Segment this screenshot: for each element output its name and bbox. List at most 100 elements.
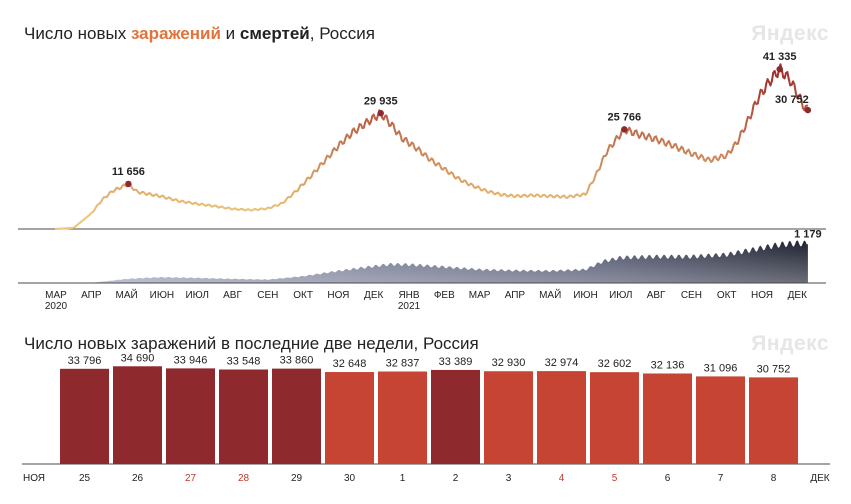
bar-value-label: 33 389 — [439, 356, 473, 368]
bar — [590, 372, 639, 464]
infections-peak-dot — [621, 126, 628, 133]
chart2-yandex-logo: Яндекс — [751, 332, 829, 355]
bar-value-label: 31 096 — [704, 362, 738, 374]
bar-category-label: 26 — [132, 473, 144, 484]
month-start-label: НОЯ — [23, 473, 45, 484]
month-tick-label: ИЮН — [150, 290, 175, 301]
bar-value-label: 32 648 — [333, 358, 367, 370]
month-tick-label: АВГ — [223, 290, 242, 301]
bar-category-label: 8 — [771, 473, 777, 484]
bar-category-label: 27 — [185, 473, 197, 484]
bar-value-label: 32 837 — [386, 358, 420, 370]
chart2-title: Число новых заражений в последние две не… — [24, 334, 479, 353]
bar-value-label: 33 796 — [68, 355, 102, 367]
chart1-title-prefix: Число новых — [24, 24, 131, 43]
bar — [272, 368, 321, 464]
bar-category-label: 6 — [665, 473, 671, 484]
infections-peak-label: 29 935 — [364, 95, 398, 107]
chart1-title-deaths: смертей — [239, 24, 310, 43]
chart1-title: Число новых заражений и смертей, Россия — [24, 24, 375, 44]
month-tick-label: АВГ — [647, 290, 666, 301]
infections-segment — [800, 99, 804, 110]
bar — [643, 373, 692, 464]
bar — [166, 368, 215, 464]
bar-category-label: 30 — [344, 473, 356, 484]
month-tick-label: ФЕВ — [434, 290, 455, 301]
bar-value-label: 33 946 — [174, 354, 208, 366]
bar — [696, 376, 745, 464]
bar-category-label: 29 — [291, 473, 303, 484]
infections-segment — [763, 82, 768, 94]
deaths-area-shade — [56, 240, 808, 283]
bar — [219, 369, 268, 464]
month-tick-label: СЕН — [257, 290, 278, 301]
bar-category-label: 2 — [453, 473, 459, 484]
infections-peak-dot — [377, 110, 384, 117]
month-tick-label: ИЮН — [573, 290, 598, 301]
infections-segment — [793, 83, 797, 95]
bar — [484, 371, 533, 464]
infections-segment — [392, 123, 396, 132]
month-tick-label: ДЕК — [364, 290, 383, 301]
bar-category-label: 7 — [718, 473, 724, 484]
infections-segment — [758, 88, 762, 98]
bar-value-label: 32 974 — [545, 357, 579, 369]
infections-segment — [738, 130, 742, 139]
bar-category-label: 5 — [612, 473, 618, 484]
chart1-timeline: 11 656 29 935 25 766 41 335 30 752 1 179 МАР АП… — [18, 51, 826, 312]
infections-segment — [756, 95, 761, 105]
infections-peak-dot — [776, 65, 783, 73]
bar — [113, 366, 162, 464]
chart1-title-suffix: , Россия — [309, 24, 375, 43]
bar — [378, 371, 427, 464]
month-tick-label: ДЕК — [788, 290, 807, 301]
bar-category-label: 25 — [79, 473, 91, 484]
bar-value-label: 32 602 — [598, 358, 632, 370]
infections-segment — [751, 104, 755, 115]
month-tick-label: ИЮЛ — [185, 290, 208, 301]
month-tick-label: ЯНВ — [398, 290, 419, 301]
month-tick-label: НОЯ — [751, 290, 773, 301]
month-tick-label: АПР — [81, 290, 102, 301]
month-tick-label: ИЮЛ — [609, 290, 632, 301]
month-tick-label: СЕН — [681, 290, 702, 301]
month-tick-label: ОКТ — [293, 290, 313, 301]
month-tick-label: ОКТ — [717, 290, 737, 301]
bar-value-label: 30 752 — [757, 363, 791, 375]
month-tick-label: АПР — [505, 290, 526, 301]
infections-peak-label: 30 752 — [775, 94, 809, 106]
bar-category-label: 4 — [559, 473, 565, 484]
month-tick-label: МАР — [469, 290, 491, 301]
bar — [537, 371, 586, 464]
month-tick-label: МАЙ — [539, 288, 561, 301]
infections-segment — [744, 121, 748, 131]
bar — [60, 368, 109, 464]
bar-value-label: 33 860 — [280, 355, 314, 367]
month-tick-label: НОЯ — [327, 290, 349, 301]
bar-category-label: 1 — [400, 473, 406, 484]
bar-value-label: 32 930 — [492, 357, 526, 369]
month-tick-label: МАЙ — [116, 288, 138, 301]
infections-segment — [600, 158, 604, 166]
year-tick-label: 2020 — [45, 301, 68, 312]
infections-peak-label: 25 766 — [608, 111, 642, 123]
chart1-yandex-logo: Яндекс — [751, 22, 829, 45]
deaths-label: 1 179 — [794, 229, 822, 241]
infections-peak-label: 41 335 — [763, 51, 797, 63]
infections-peak-dot — [125, 180, 132, 188]
infections-segment — [804, 104, 809, 108]
year-tick-label: 2021 — [398, 301, 421, 312]
bar-value-label: 33 548 — [227, 355, 261, 367]
chart1-title-infections: заражений — [130, 24, 221, 43]
bar-category-label: 28 — [238, 473, 250, 484]
infections-segment — [787, 78, 792, 87]
bar-category-label: 3 — [506, 473, 512, 484]
month-tick-label: МАР — [45, 290, 67, 301]
bar-value-label: 32 136 — [651, 359, 685, 371]
infections-peak-dot — [804, 106, 812, 114]
bar-value-label: 34 690 — [121, 352, 155, 364]
bar — [749, 377, 798, 464]
bar — [325, 372, 374, 464]
month-end-label: ДЕК — [810, 473, 829, 484]
